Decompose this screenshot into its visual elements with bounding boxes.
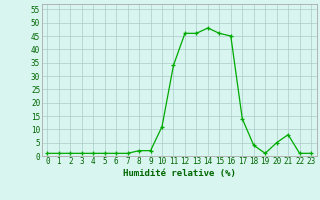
X-axis label: Humidité relative (%): Humidité relative (%) [123,169,236,178]
